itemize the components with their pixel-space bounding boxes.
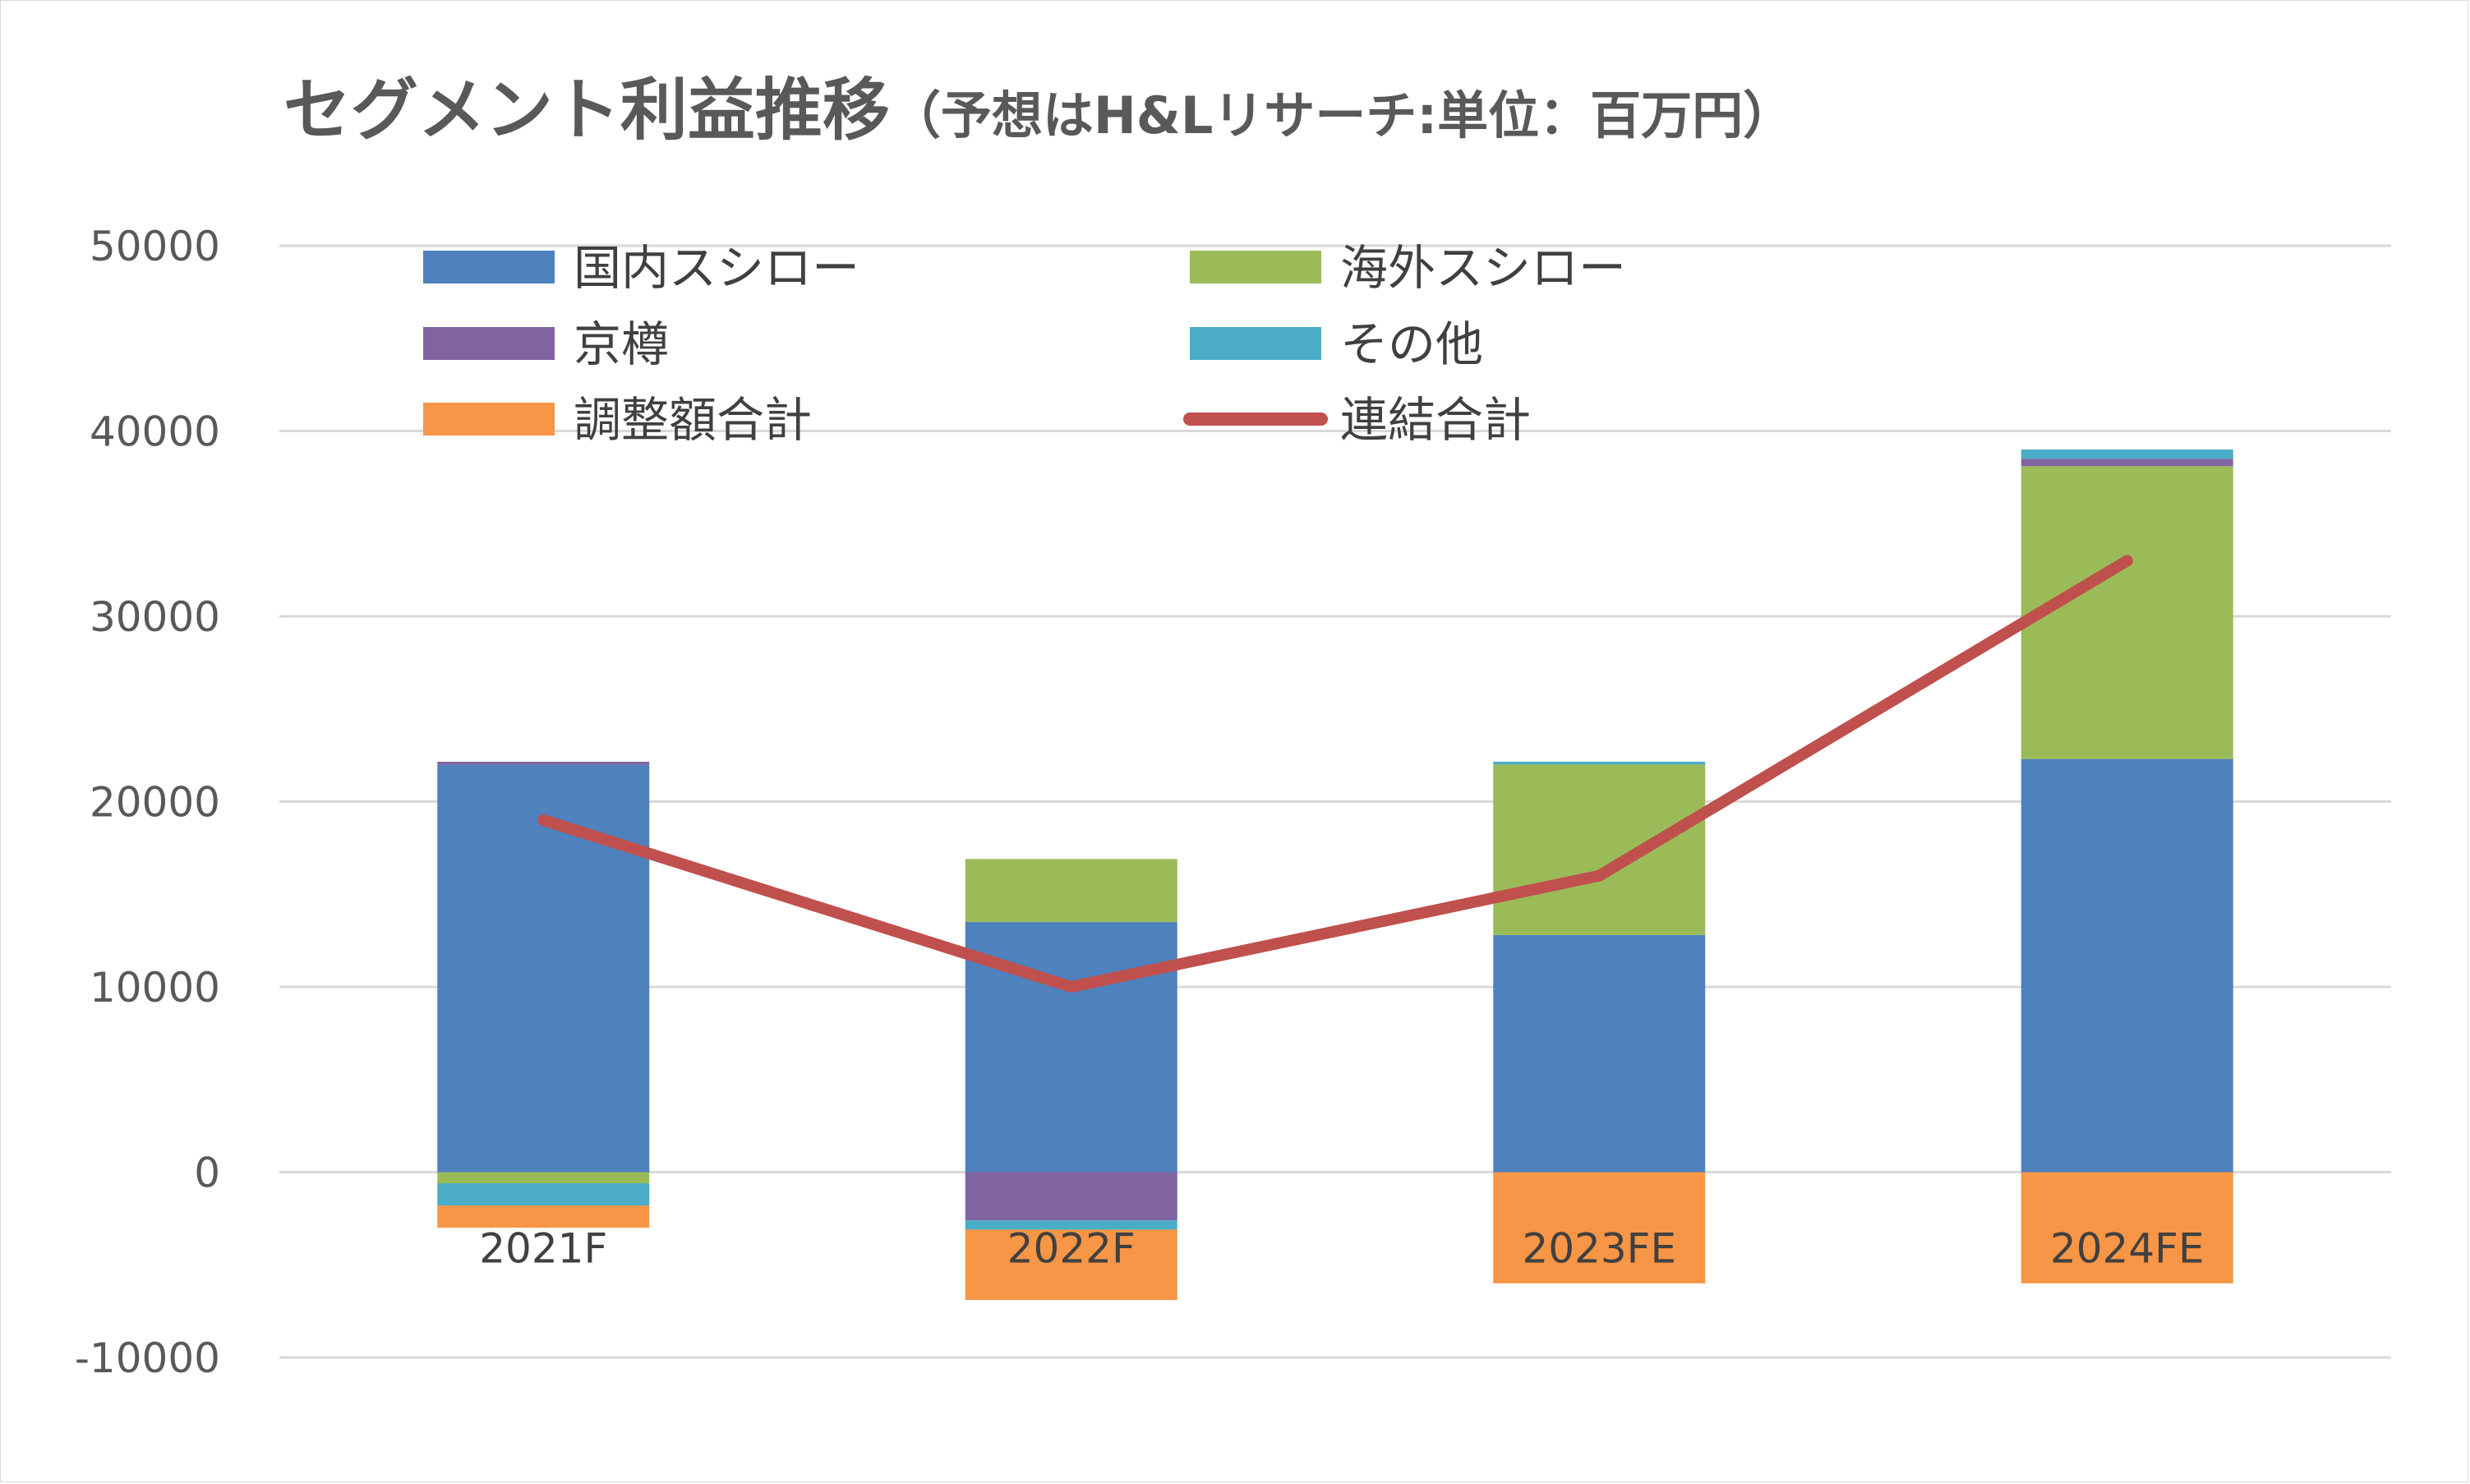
- y-tick-label: 50000: [90, 223, 220, 270]
- y-tick-label: 30000: [90, 593, 220, 641]
- category-label: 2023FE: [1522, 1225, 1676, 1273]
- y-tick-label: 0: [194, 1150, 220, 1197]
- bars: [437, 449, 2233, 1301]
- category-labels: 2021F 2022F 2023FE 2024FE: [479, 1225, 2204, 1273]
- line-point: [1593, 869, 1606, 882]
- category-label: 2021F: [479, 1225, 607, 1273]
- category-label: 2022F: [1007, 1225, 1136, 1273]
- line-series: [537, 555, 2133, 993]
- y-tick-labels: 50000 40000 30000 20000 10000 0 -10000: [75, 223, 220, 1382]
- legend-key: [423, 251, 555, 283]
- bar-segment: [437, 1183, 650, 1206]
- legend-label: 海外スシロー: [1340, 240, 1626, 296]
- legend-key: [1190, 251, 1321, 283]
- bar-segment: [1493, 934, 1706, 1173]
- legend-label: 京樽: [574, 316, 669, 372]
- legend-key: [423, 403, 555, 436]
- bar-segment: [965, 859, 1177, 923]
- bar-segment: [1493, 764, 1706, 935]
- chart-title-main: セグメント利益推移: [283, 71, 890, 150]
- bar-segment: [965, 1172, 1177, 1221]
- legend-label: 調整額合計: [574, 392, 812, 448]
- legend-key: [423, 327, 555, 360]
- bar-segment: [2021, 758, 2233, 1173]
- category-label: 2024FE: [2050, 1225, 2205, 1273]
- bar-segment: [437, 1205, 650, 1228]
- bar-segment: [965, 1229, 1177, 1301]
- bar-segment: [437, 762, 650, 765]
- line-point: [2121, 555, 2133, 567]
- legend-label: 国内スシロー: [574, 240, 859, 296]
- y-tick-label: -10000: [75, 1334, 220, 1382]
- y-tick-label: 20000: [90, 779, 220, 827]
- bar-segment: [2021, 466, 2233, 759]
- bar-segment: [1493, 762, 1706, 765]
- bar-segment: [2021, 1172, 2233, 1284]
- y-tick-label: 10000: [90, 964, 220, 1012]
- bar-segment: [437, 1172, 650, 1184]
- chart-subtitle: （予想はH&Lリサーチ:単位：百万円）: [890, 85, 1794, 145]
- bar-segment: [2021, 459, 2233, 467]
- line-point: [1065, 981, 1077, 993]
- legend-label: その他: [1340, 316, 1483, 372]
- y-tick-label: 40000: [90, 408, 220, 456]
- legend-label: 連結合計: [1340, 392, 1531, 448]
- total-line: [537, 555, 2133, 993]
- line-point: [537, 814, 550, 827]
- bar-segment: [2021, 449, 2233, 459]
- bar-segment: [1493, 1172, 1706, 1284]
- bar-segment: [437, 764, 650, 1173]
- chart-title: セグメント利益推移（予想はH&Lリサーチ:単位：百万円）: [283, 71, 1794, 150]
- bar-segment: [965, 1220, 1177, 1230]
- legend-key: [1190, 327, 1321, 360]
